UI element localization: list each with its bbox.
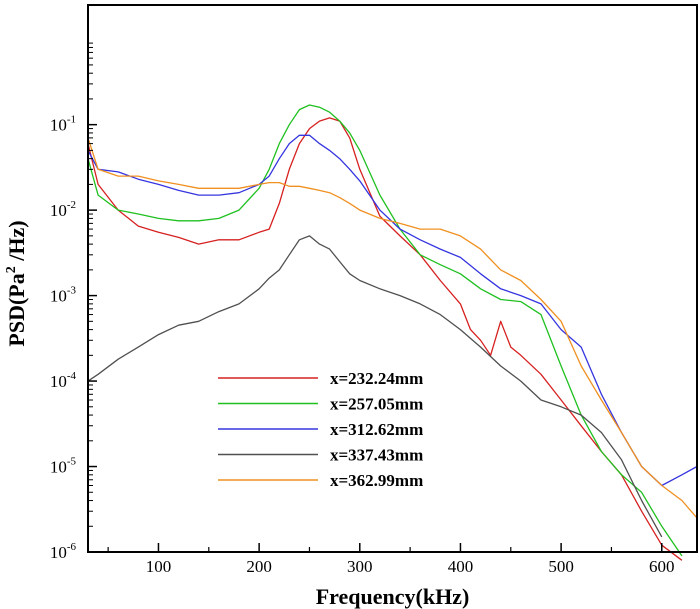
series-line-4	[87, 235, 663, 538]
y-axis-title: PSD(Pa2 /Hz)	[4, 220, 29, 346]
plot-frame	[87, 4, 698, 553]
y-tick-base: 10	[50, 287, 67, 306]
y-tick-exponent: -2	[67, 199, 76, 211]
y-tick-label: 10-6	[50, 541, 77, 562]
series-line-1	[87, 117, 683, 561]
y-tick-label: 10-2	[50, 199, 76, 220]
x-tick-label: 300	[347, 557, 373, 576]
y-tick-exponent: -3	[67, 285, 77, 297]
y-axis-title-prefix: PSD(Pa	[4, 273, 29, 346]
y-tick-base: 10	[50, 458, 67, 477]
y-tick-exponent: -1	[67, 114, 76, 126]
y-tick-base: 10	[50, 372, 67, 391]
x-tick-label: 200	[246, 557, 272, 576]
x-tick-label: 100	[146, 557, 172, 576]
y-tick-label: 10-1	[50, 114, 76, 135]
legend-label: x=337.43mm	[330, 446, 423, 465]
x-axis-title: Frequency(kHz)	[316, 584, 470, 609]
y-tick-exponent: -6	[67, 541, 77, 553]
x-tick-label: 500	[548, 557, 574, 576]
x-tick-label: 600	[649, 557, 675, 576]
series-line-2	[87, 104, 683, 557]
legend: x=232.24mm x=257.05mm x=312.62mm x=337.43mm…	[218, 369, 423, 490]
y-tick-label: 10-5	[50, 456, 77, 477]
legend-label: x=312.62mm	[330, 420, 423, 439]
x-tick-label: 400	[448, 557, 474, 576]
y-axis-title-sup: 2	[4, 266, 19, 273]
y-tick-label: 10-4	[50, 370, 77, 391]
legend-label: x=257.05mm	[330, 395, 423, 414]
legend-label: x=362.99mm	[330, 471, 423, 490]
y-tick-base: 10	[50, 543, 67, 562]
tick-layer: 100 200 300 400 500 60010-610-510-410-310-210…	[50, 42, 675, 576]
y-tick-label: 10-3	[50, 285, 77, 306]
y-tick-exponent: -4	[67, 370, 77, 382]
y-tick-base: 10	[50, 201, 67, 220]
y-tick-exponent: -5	[67, 456, 77, 468]
series-line-5	[87, 137, 698, 519]
series-line-3	[87, 134, 698, 487]
y-axis-title-suffix: /Hz)	[4, 220, 29, 266]
series-layer	[87, 104, 698, 561]
y-tick-base: 10	[50, 116, 67, 135]
legend-label: x=232.24mm	[330, 369, 423, 388]
